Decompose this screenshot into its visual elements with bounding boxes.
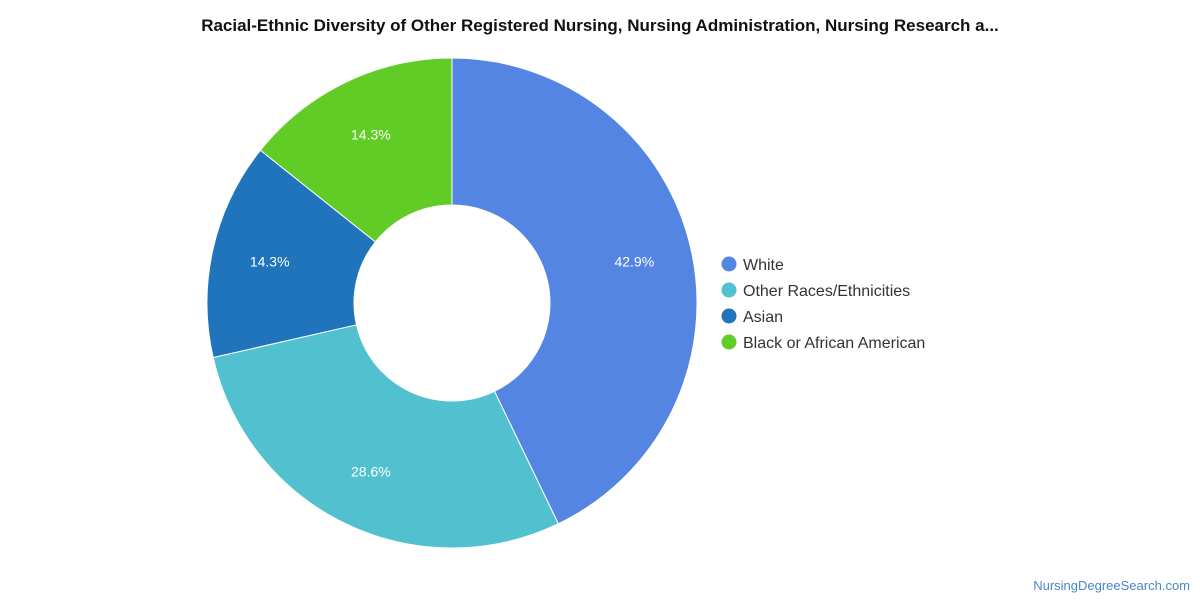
legend-label-asian: Asian xyxy=(743,309,783,326)
legend-swatch-asian xyxy=(721,308,737,324)
chart-title: Racial-Ethnic Diversity of Other Registe… xyxy=(201,16,999,35)
legend-swatch-white xyxy=(721,256,737,272)
slice-white xyxy=(451,57,698,525)
legend-label-white: White xyxy=(743,257,784,274)
legend-swatch-black-or-african-american xyxy=(721,334,737,350)
watermark-text: NursingDegreeSearch.com xyxy=(1033,578,1190,593)
chart-legend: White Other Races/Ethnicities Asian Black o… xyxy=(721,256,925,352)
legend-label-black-or-african-american: Black or African American xyxy=(743,335,925,352)
slice-label-black-or-african-american: 14.3% xyxy=(351,127,391,143)
slice-black-or-african-american xyxy=(259,57,453,243)
legend-swatch-other-races-ethnicities xyxy=(721,282,737,298)
slice-label-asian: 14.3% xyxy=(250,253,290,269)
slice-label-other-races-ethnicities: 28.6% xyxy=(351,463,391,479)
legend-label-other-races-ethnicities: Other Races/Ethnicities xyxy=(743,283,910,300)
chart-slices xyxy=(206,57,698,549)
slice-other-races-ethnicities xyxy=(212,324,559,549)
chart-slice-labels: 42.9% 28.6% 14.3% 14.3% xyxy=(250,127,654,480)
slice-label-white: 42.9% xyxy=(614,253,654,269)
slice-asian xyxy=(206,149,377,359)
